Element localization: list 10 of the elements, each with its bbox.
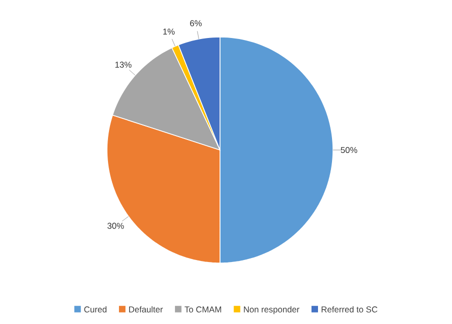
data-label: 30% xyxy=(107,222,124,229)
data-label: 1% xyxy=(163,28,175,35)
legend-label: Defaulter xyxy=(129,306,163,312)
legend-label: Cured xyxy=(84,306,106,312)
legend-label: Non responder xyxy=(244,306,300,314)
data-label: 50% xyxy=(340,146,358,153)
data-label: 13% xyxy=(115,62,132,68)
legend-label: To CMAM xyxy=(184,306,222,312)
data-label: 6% xyxy=(190,20,202,26)
legend-label: Referred to SC xyxy=(322,306,378,312)
